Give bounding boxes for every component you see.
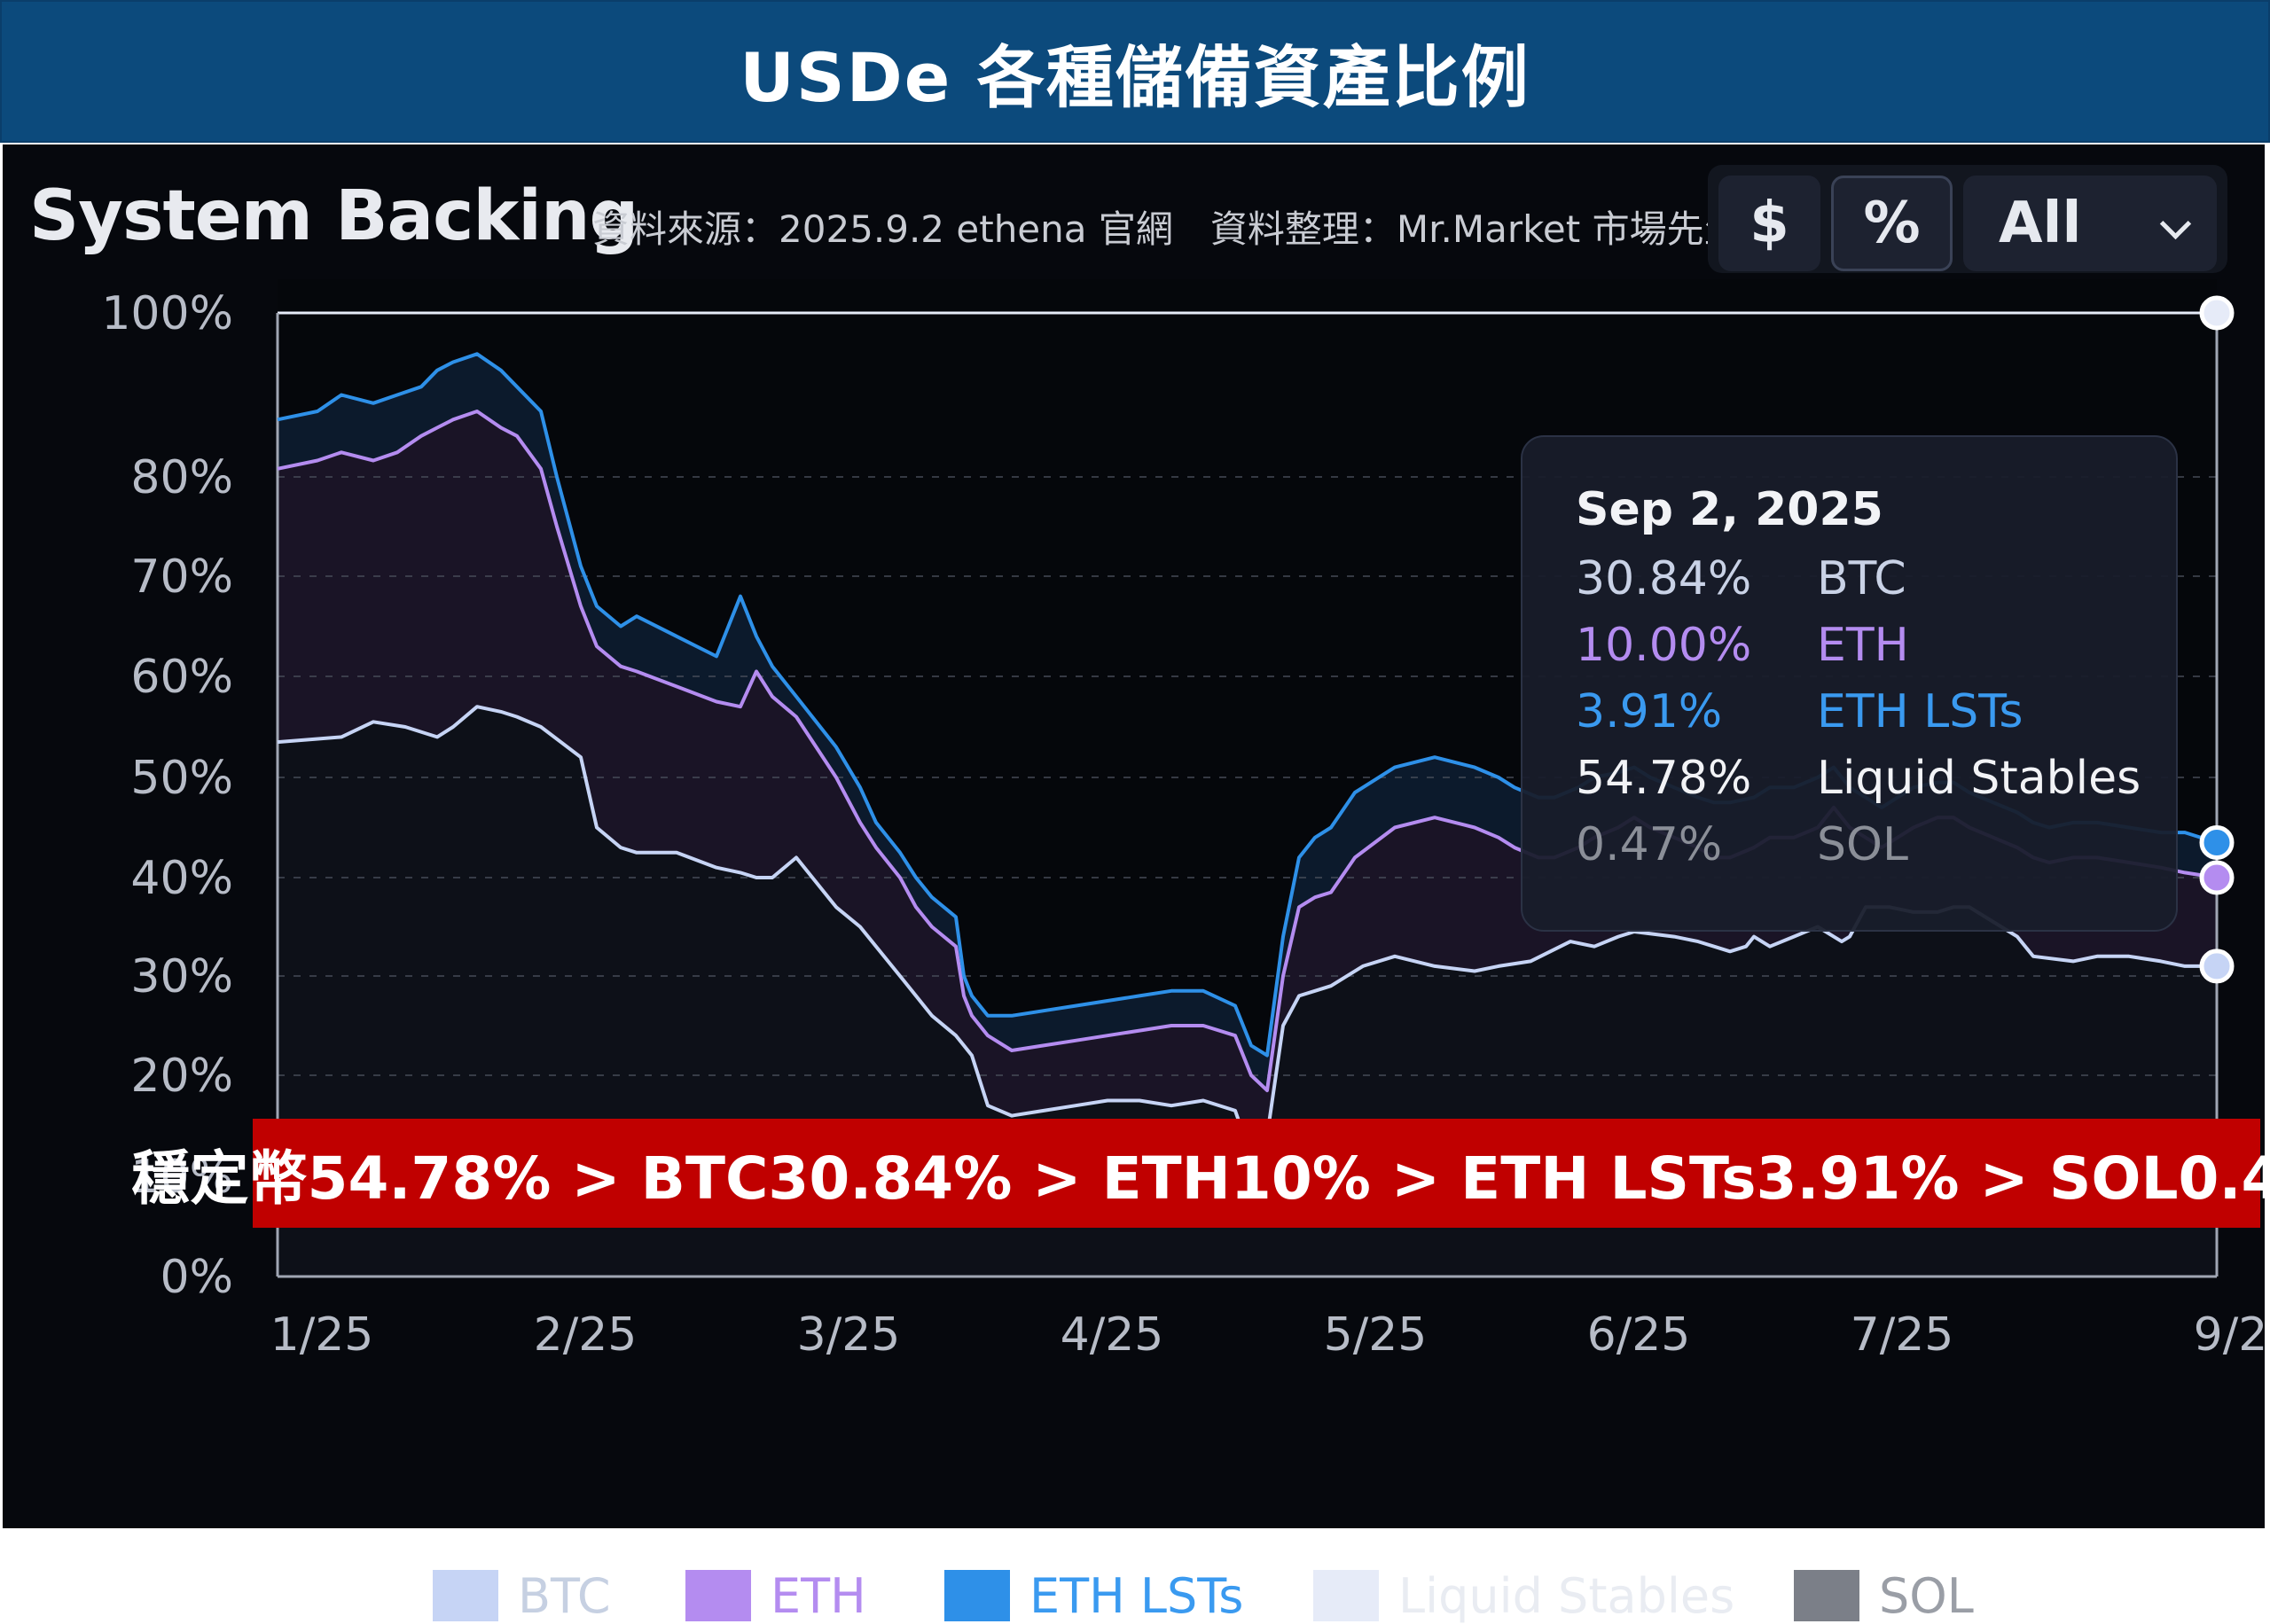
tooltip-value: 0.47%	[1576, 818, 1723, 871]
endpoint-dot	[2199, 860, 2235, 895]
y-tick-label: 50%	[130, 752, 233, 805]
legend-swatch	[944, 1570, 1010, 1621]
y-tick-label: 0%	[160, 1251, 234, 1304]
legend-swatch	[433, 1570, 498, 1621]
legend-item-liquid-stables[interactable]: Liquid Stables	[1313, 1567, 1734, 1624]
tooltip-row-sol: 0.47% SOL	[1576, 818, 2143, 880]
x-tick-label: 1/25	[270, 1308, 374, 1362]
legend-label: Liquid Stables	[1398, 1567, 1735, 1624]
y-tick-label: 40%	[130, 852, 233, 905]
x-tick-label: 4/25	[1061, 1308, 1164, 1362]
x-tick-label: 5/25	[1324, 1308, 1428, 1362]
y-tick-label: 60%	[130, 651, 233, 704]
legend-item-sol[interactable]: SOL	[1794, 1567, 1974, 1624]
tooltip-date: Sep 2, 2025	[1576, 483, 1883, 536]
tooltip-value: 3.91%	[1576, 685, 1723, 738]
legend-swatch	[1313, 1570, 1379, 1621]
y-tick-label: 70%	[130, 550, 233, 604]
tooltip-row-eth: 10.00% ETH	[1576, 619, 2143, 681]
chart-tooltip: Sep 2, 2025 30.84% BTC 10.00% ETH 3.91% …	[1521, 435, 2178, 932]
tooltip-label: ETH	[1817, 619, 1909, 672]
range-select-label: All	[1999, 191, 2082, 256]
tooltip-label: BTC	[1817, 552, 1906, 605]
endpoint-dot	[2199, 949, 2235, 984]
legend-label: ETH	[771, 1567, 866, 1624]
x-tick-label: 2/25	[534, 1308, 638, 1362]
legend-item-eth[interactable]: ETH	[685, 1567, 866, 1624]
legend-item-eth-lsts[interactable]: ETH LSTs	[944, 1567, 1243, 1624]
x-tick-label: 9/25	[2194, 1308, 2265, 1362]
tooltip-label: SOL	[1817, 818, 1908, 871]
tooltip-row-liquid-stables: 54.78% Liquid Stables	[1576, 752, 2143, 814]
tooltip-value: 30.84%	[1576, 552, 1752, 605]
tooltip-value: 10.00%	[1576, 619, 1752, 672]
chart-panel: 0% 10% 20% 30% 40% 50% 60% 70% 80% 100% 1/25 2/25 3/…	[3, 144, 2265, 1624]
x-tick-label: 6/25	[1587, 1308, 1691, 1362]
y-tick-label: 80%	[130, 451, 233, 504]
y-tick-label: 10%	[130, 1151, 233, 1204]
eth-area	[278, 411, 2217, 1157]
y-tick-label: 100%	[101, 287, 233, 340]
tooltip-row-btc: 30.84% BTC	[1576, 552, 2143, 614]
tooltip-value: 54.78%	[1576, 752, 1752, 805]
chevron-down-icon	[2159, 207, 2192, 240]
tooltip-label: ETH LSTs	[1817, 685, 2023, 738]
chart-title: System Backing	[29, 176, 638, 256]
legend-label: SOL	[1879, 1567, 1974, 1624]
summary-annotation-text: 穩定幣54.78% > BTC30.84% > ETH10% > ETH LST…	[131, 1144, 2270, 1213]
legend-label: BTC	[518, 1567, 611, 1624]
dollar-toggle-button[interactable]: $	[1718, 176, 1820, 271]
range-select[interactable]: All	[1963, 176, 2217, 271]
summary-annotation: 穩定幣54.78% > BTC30.84% > ETH10% > ETH LST…	[132, 1119, 2270, 1228]
legend-item-btc[interactable]: BTC	[433, 1567, 611, 1624]
view-controls: $ % All	[1708, 165, 2227, 273]
x-tick-label: 7/25	[1851, 1308, 1954, 1362]
y-tick-label: 30%	[130, 950, 233, 1003]
tooltip-row-eth-lsts: 3.91% ETH LSTs	[1576, 685, 2143, 747]
endpoint-dot	[2199, 295, 2235, 331]
percent-toggle-button[interactable]: %	[1831, 176, 1953, 271]
legend-swatch	[685, 1570, 751, 1621]
banner-title: USDe 各種儲備資產比例	[740, 37, 1530, 117]
banner: USDe 各種儲備資產比例	[0, 0, 2270, 143]
x-tick-label: 3/25	[797, 1308, 901, 1362]
legend-swatch	[1794, 1570, 1859, 1621]
y-tick-label: 20%	[130, 1050, 233, 1103]
tooltip-label: Liquid Stables	[1817, 752, 2141, 805]
endpoint-dot	[2199, 824, 2235, 860]
legend-label: ETH LSTs	[1029, 1567, 1244, 1624]
source-note: 資料來源：2025.9.2 ethena 官網 資料整理：Mr.Market 市…	[592, 207, 1742, 251]
